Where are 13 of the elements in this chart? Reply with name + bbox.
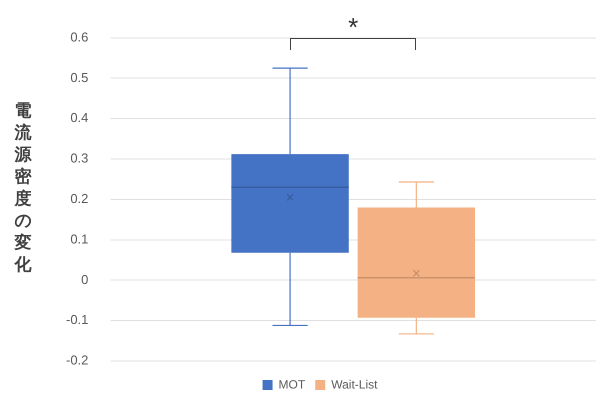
y-axis-title: 電流源密度の変化 (13, 100, 33, 276)
y-tick-label: 0 (81, 272, 88, 287)
y-tick-label: 0.2 (70, 190, 88, 206)
y-tick-label: -0.2 (66, 352, 88, 368)
annotation: * (347, 12, 360, 42)
y-tick-label: 0.5 (70, 70, 88, 85)
y-tick-label: 0.4 (70, 110, 88, 126)
y-tick-label: 0.3 (70, 150, 88, 166)
legend-label: MOT (278, 377, 306, 392)
y-tick-label: -0.1 (66, 312, 88, 328)
y-tick-label: 0.1 (70, 231, 88, 246)
legend-label: Wait-List (331, 377, 378, 392)
y-tick-label: 0.6 (70, 29, 88, 44)
